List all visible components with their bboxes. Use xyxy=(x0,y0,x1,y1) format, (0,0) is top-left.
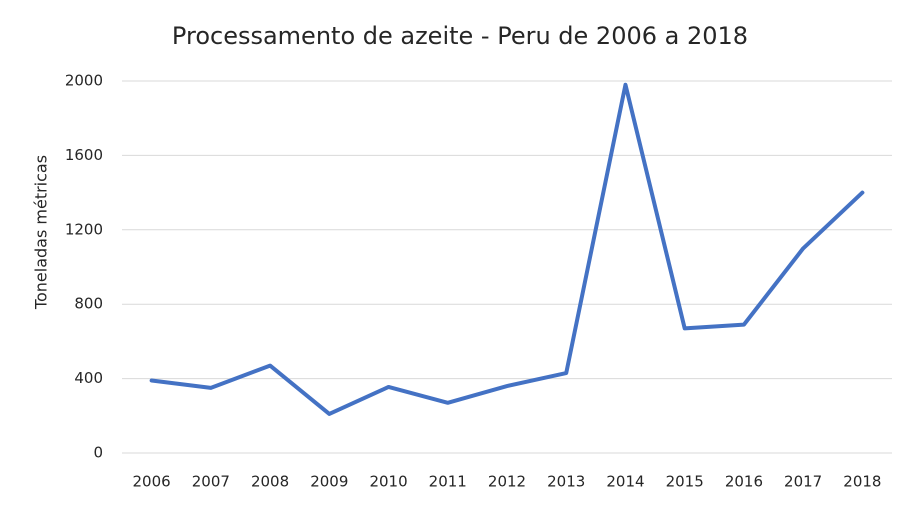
x-tick-label: 2014 xyxy=(606,473,644,491)
x-tick-label: 2018 xyxy=(843,473,881,491)
x-tick-label: 2013 xyxy=(547,473,585,491)
x-tick-label: 2010 xyxy=(369,473,407,491)
x-tick-label: 2008 xyxy=(251,473,289,491)
y-tick-label: 1200 xyxy=(65,220,103,238)
x-tick-label: 2016 xyxy=(725,473,763,491)
y-axis-title: Toneladas métricas xyxy=(32,155,51,310)
x-tick-label: 2017 xyxy=(784,473,822,491)
x-tick-label: 2009 xyxy=(310,473,348,491)
x-tick-label: 2011 xyxy=(429,473,467,491)
y-tick-label: 800 xyxy=(74,295,103,313)
y-tick-label: 1600 xyxy=(65,146,103,164)
x-tick-label: 2006 xyxy=(133,473,171,491)
chart-title: Processamento de azeite - Peru de 2006 a… xyxy=(172,22,748,50)
x-tick-label: 2012 xyxy=(488,473,526,491)
x-tick-label: 2015 xyxy=(666,473,704,491)
y-tick-label: 0 xyxy=(93,444,103,462)
y-tick-label: 2000 xyxy=(65,72,103,90)
x-tick-label: 2007 xyxy=(192,473,230,491)
data-line xyxy=(149,82,865,416)
y-tick-label: 400 xyxy=(74,369,103,387)
